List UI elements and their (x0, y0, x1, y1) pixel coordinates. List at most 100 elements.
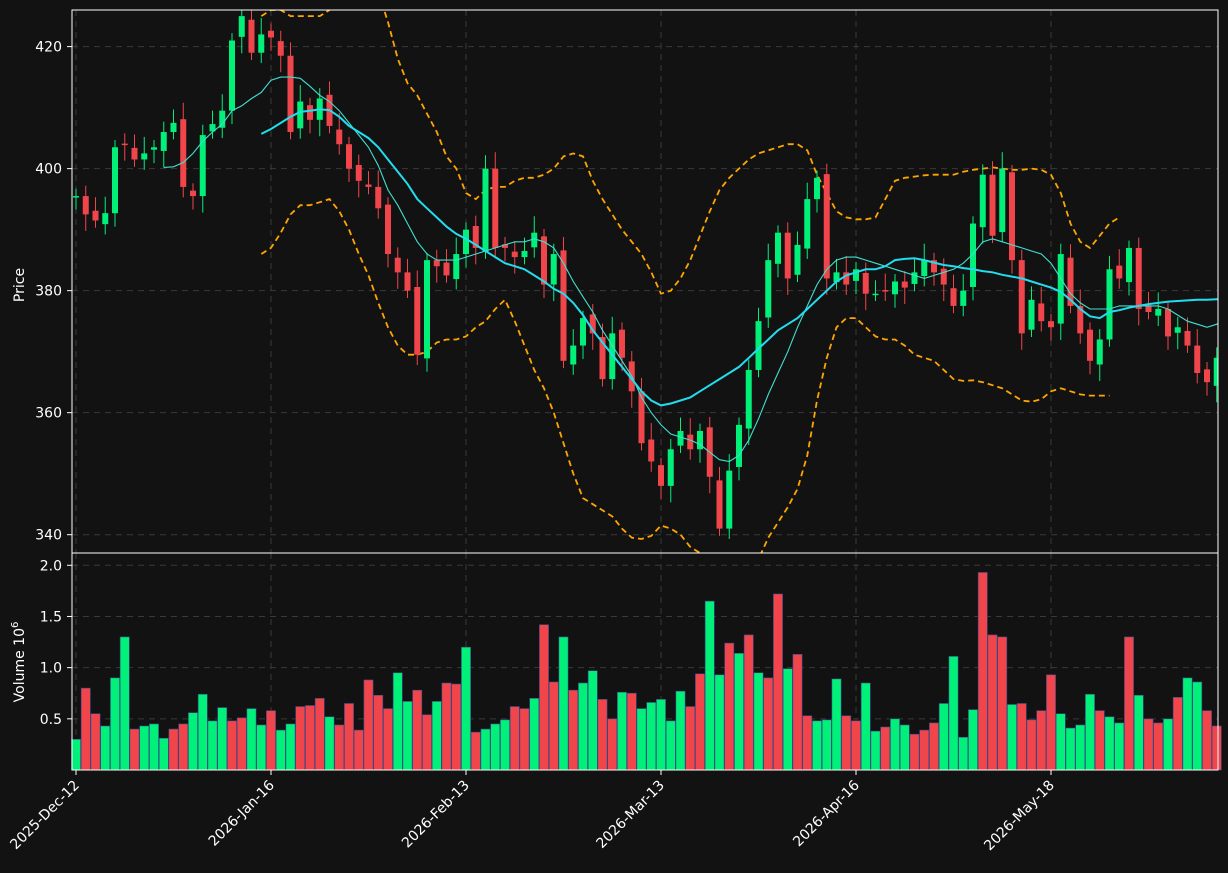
candle-body (716, 480, 723, 529)
volume-bar (870, 730, 881, 771)
volume-bar (548, 681, 559, 771)
moving-average-long-line (260, 108, 1218, 407)
candle (745, 359, 752, 446)
volume-bar (1211, 725, 1222, 771)
volume-bar (958, 736, 969, 771)
candle-body (970, 223, 976, 287)
candle-body (482, 168, 489, 252)
volume-bar (1055, 713, 1066, 771)
volume-bar (80, 687, 91, 771)
candle (170, 109, 177, 140)
candle-body (667, 449, 674, 486)
volume-bar (1202, 710, 1212, 771)
candle-body (677, 430, 684, 446)
candle-body (1204, 369, 1210, 383)
candle-body (1155, 308, 1162, 316)
candle (92, 197, 99, 228)
candle (882, 273, 889, 302)
candle (355, 154, 362, 198)
candle-body (550, 254, 557, 285)
candle (1028, 286, 1035, 338)
candle-body (170, 122, 177, 133)
candle (190, 183, 196, 210)
candle-body (804, 199, 811, 249)
candle (141, 136, 148, 170)
price-tick-label: 400 (35, 162, 62, 178)
volume-bar (1124, 636, 1134, 771)
candle (1155, 292, 1162, 327)
volume-bar (578, 682, 588, 771)
volume-bar (119, 636, 130, 771)
candle (277, 30, 284, 73)
volume-bar (334, 724, 345, 771)
candle-body (892, 281, 898, 295)
volume-bar (178, 723, 189, 771)
volume-bar (168, 728, 179, 771)
candle (472, 215, 479, 265)
candle-body (570, 345, 577, 365)
candle-body (1077, 305, 1084, 334)
volume-bar (431, 701, 442, 771)
candle-body (463, 229, 469, 255)
volume-bar (275, 729, 286, 771)
price-tick-label: 380 (35, 284, 62, 300)
volume-bar (831, 678, 842, 771)
candle (716, 466, 723, 536)
volume-bar (90, 713, 101, 771)
price-grid (72, 10, 1218, 553)
candle-body (190, 190, 196, 197)
volume-bar (314, 698, 325, 771)
volume-bar (236, 717, 247, 771)
candle (1077, 289, 1084, 344)
volume-tick-label: 1.0 (40, 661, 62, 677)
volume-bar (509, 706, 520, 771)
candle-body (1067, 257, 1074, 306)
volume-bar (158, 737, 169, 771)
candle-body (1048, 321, 1054, 328)
volume-bar (743, 634, 754, 771)
volume-bar (470, 731, 481, 771)
volume-bar (490, 723, 501, 771)
candle (414, 270, 421, 366)
volume-grid (72, 553, 1218, 770)
candle-body (424, 260, 430, 359)
volume-bar (704, 600, 715, 771)
candle-body (268, 30, 274, 38)
candle-body (1194, 345, 1201, 374)
volume-bar (100, 725, 111, 771)
candle-body (823, 174, 830, 279)
volume-bar (919, 729, 930, 771)
candle (550, 243, 557, 302)
candle (1126, 240, 1132, 296)
volume-bar (392, 672, 403, 771)
volume-bar (665, 720, 676, 771)
volume-bar (977, 572, 988, 771)
candle-body (862, 272, 869, 294)
candle-body (541, 236, 547, 285)
candle-body (92, 210, 99, 221)
candle (570, 329, 577, 375)
volume-bar (363, 679, 374, 771)
volume-bar (139, 725, 150, 771)
volume-bar (412, 689, 423, 771)
volume-bar (71, 738, 81, 771)
volume-bar (948, 656, 959, 771)
candle (482, 155, 489, 259)
volume-bar (626, 692, 637, 771)
candle-body (229, 40, 235, 111)
price-tick-label: 420 (35, 40, 62, 56)
volume-bar (500, 719, 510, 771)
candle (199, 124, 206, 213)
candle-body (931, 260, 937, 273)
candle-body (560, 250, 567, 361)
volume-bar (207, 720, 218, 771)
volume-bar (285, 723, 296, 771)
candle (862, 262, 869, 311)
candle (209, 110, 216, 139)
candle (580, 310, 586, 359)
volume-bar (821, 719, 832, 771)
volume-bar (656, 699, 666, 771)
candle (268, 23, 274, 51)
candle (667, 438, 674, 503)
candle (1194, 329, 1201, 384)
